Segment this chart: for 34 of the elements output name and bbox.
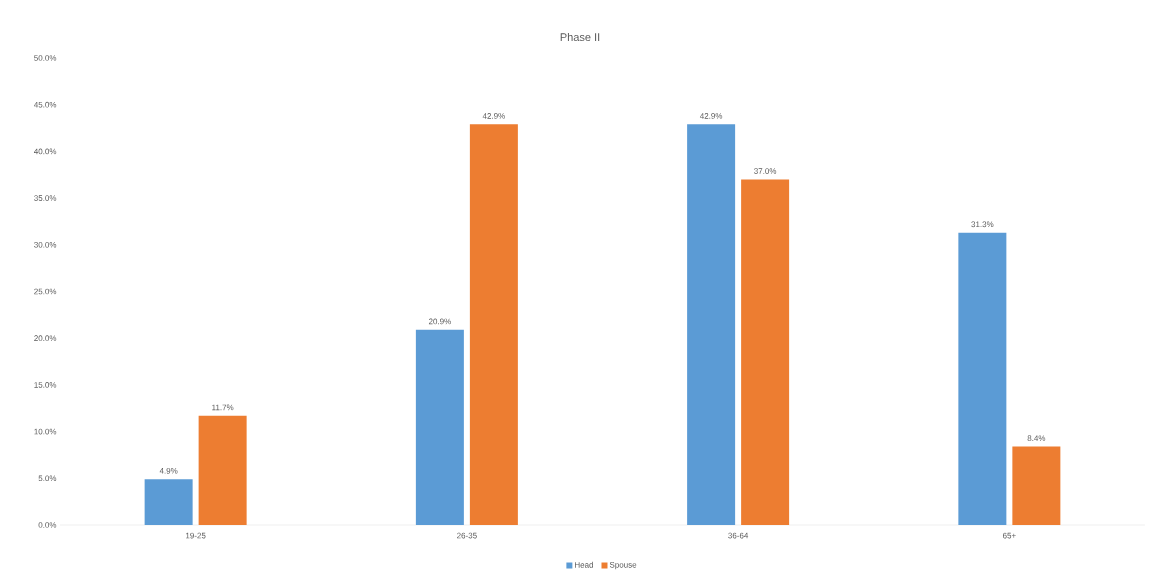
y-tick-label: 50.0% [34, 55, 57, 61]
data-label: 31.3% [971, 221, 994, 228]
x-tick-label: 19-25 [186, 532, 206, 539]
bar [198, 415, 247, 525]
bar [144, 479, 193, 525]
x-tick-label: 36-64 [728, 532, 749, 539]
x-tick-label: 65+ [1002, 532, 1016, 539]
y-tick-label: 35.0% [34, 195, 57, 201]
y-tick-label: 30.0% [34, 241, 57, 248]
data-label: 42.9% [699, 113, 723, 119]
y-tick-label: 45.0% [33, 101, 57, 108]
y-tick-label: 10.0% [34, 428, 57, 435]
y-tick-label: 40.0% [33, 148, 57, 155]
bar [415, 329, 464, 525]
y-tick-label: 25.0% [34, 288, 57, 295]
y-tick-label: 20.0% [34, 335, 57, 341]
x-tick-label: 26-35 [457, 532, 477, 539]
data-label: 4.9% [159, 467, 178, 474]
y-tick-label: 15.0% [34, 381, 57, 388]
data-label: 42.9% [482, 113, 505, 119]
y-tick-label: 5.0% [38, 475, 57, 482]
legend-label: Head [575, 561, 593, 568]
data-label: 8.4% [1027, 435, 1046, 441]
bar [741, 179, 790, 525]
data-label: 20.9% [428, 318, 451, 325]
data-label: 37.0% [754, 168, 777, 174]
bar [958, 232, 1007, 525]
bar [687, 124, 736, 525]
y-tick-label: 0.0% [38, 522, 57, 528]
data-label: 11.7% [212, 404, 234, 411]
legend-label: Spouse [609, 561, 637, 570]
bar [469, 124, 518, 525]
chart-title: Phase II [560, 32, 600, 41]
bar [1012, 446, 1061, 525]
